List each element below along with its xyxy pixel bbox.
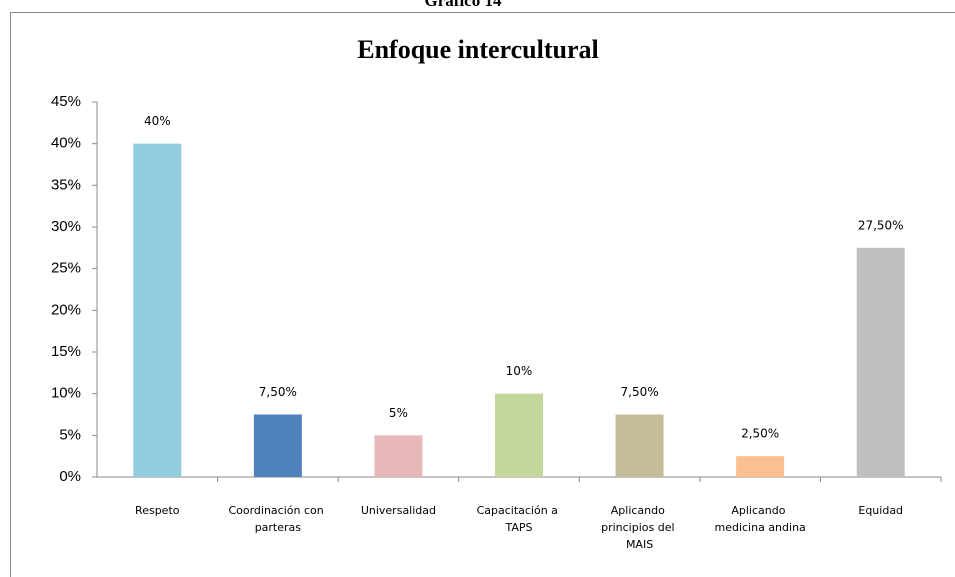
y-tick-label: 20% xyxy=(51,301,81,318)
value-label: 10% xyxy=(506,364,533,378)
x-tick-label: Capacitación a TAPS xyxy=(477,504,562,534)
x-tick-label: Universalidad xyxy=(361,504,436,517)
bar xyxy=(253,414,302,477)
bar xyxy=(495,393,543,477)
x-tick-label: Respeto xyxy=(135,504,180,517)
bar xyxy=(374,435,423,477)
value-label: 7,50% xyxy=(259,385,297,399)
value-label: 27,50% xyxy=(858,218,904,232)
value-label: 2,50% xyxy=(741,427,779,441)
y-tick-label: 0% xyxy=(59,468,81,485)
value-label: 5% xyxy=(389,406,408,420)
value-label: 7,50% xyxy=(621,385,659,399)
x-tick-label: Equidad xyxy=(858,504,903,517)
y-tick-label: 25% xyxy=(51,260,81,277)
heading: Gráfico 14 xyxy=(425,0,502,10)
bar xyxy=(133,143,182,477)
y-tick-label: 35% xyxy=(51,176,81,193)
chart-title: Enfoque intercultural xyxy=(357,35,598,64)
y-tick-label: 5% xyxy=(59,426,81,443)
x-tick-label: Aplicando medicina andina xyxy=(714,504,805,534)
x-tick-label: Coordinación con parteras xyxy=(228,504,327,534)
y-tick-label: 40% xyxy=(51,135,81,152)
y-tick-label: 10% xyxy=(51,385,81,402)
y-tick-label: 15% xyxy=(51,343,81,360)
y-tick-label: 45% xyxy=(51,93,81,110)
x-tick-label: Aplicando principios del MAIS xyxy=(601,504,678,551)
bar xyxy=(615,414,664,477)
bar xyxy=(856,247,905,477)
bar xyxy=(736,456,785,477)
y-tick-label: 30% xyxy=(51,218,81,235)
value-label: 40% xyxy=(144,114,171,128)
